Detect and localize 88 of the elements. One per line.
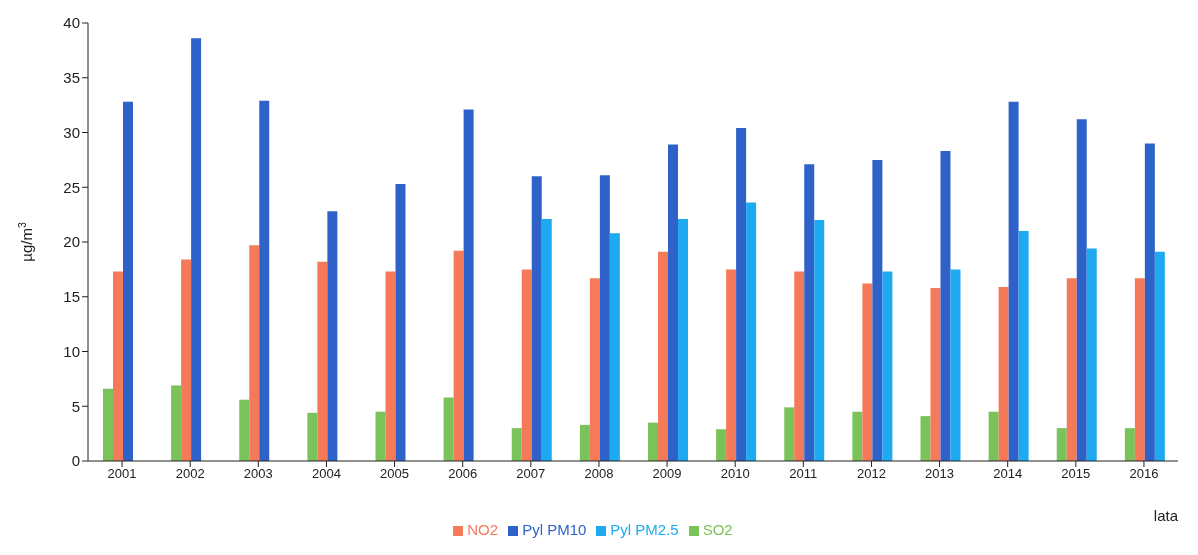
legend-label: Pyl PM2.5 <box>610 521 679 538</box>
bar <box>1066 278 1077 461</box>
bar <box>667 144 678 461</box>
bar <box>102 388 113 461</box>
x-tick-label: 2011 <box>789 466 818 482</box>
bar <box>589 278 600 461</box>
bar <box>609 233 620 461</box>
x-tick-label: 2010 <box>720 466 750 482</box>
x-tick-label: 2009 <box>652 466 682 482</box>
bar <box>511 428 522 461</box>
bar <box>191 38 202 461</box>
bar <box>950 269 961 461</box>
x-tick-label: 2003 <box>243 466 273 482</box>
bar <box>122 101 133 461</box>
x-tick-label: 2016 <box>1129 466 1159 482</box>
bar <box>940 151 951 461</box>
x-tick-label: 2006 <box>448 466 478 482</box>
bar <box>1086 248 1097 461</box>
bar <box>453 250 464 461</box>
x-tick-label: 2001 <box>107 466 137 482</box>
bar <box>579 424 590 461</box>
bar <box>736 128 747 461</box>
bar <box>327 211 338 461</box>
bar <box>930 287 941 461</box>
bar <box>1008 101 1019 461</box>
bar <box>882 271 893 461</box>
bar <box>794 271 805 461</box>
y-tick-label: 20 <box>63 233 80 251</box>
legend-label: NO2 <box>467 521 499 538</box>
x-tick-label: 2012 <box>856 466 886 482</box>
bar <box>872 159 883 461</box>
x-tick-label: 2015 <box>1061 466 1091 482</box>
x-tick-label: 2005 <box>380 466 410 482</box>
bar <box>677 219 688 461</box>
y-tick-label: 0 <box>71 452 80 470</box>
bar <box>998 286 1009 461</box>
bar <box>814 220 825 461</box>
bar <box>1056 428 1067 461</box>
y-tick-label: 10 <box>63 342 80 360</box>
bar <box>443 397 454 461</box>
y-tick-label: 40 <box>63 14 80 32</box>
bar <box>1144 143 1155 461</box>
y-tick-label: 35 <box>63 69 80 87</box>
x-tick-label: 2007 <box>516 466 546 482</box>
bar <box>463 109 474 461</box>
bar <box>171 385 182 461</box>
bar <box>1154 251 1165 461</box>
x-tick-label: 2002 <box>175 466 205 482</box>
bar <box>1018 231 1029 461</box>
bar <box>1076 119 1087 461</box>
bar <box>317 261 328 461</box>
bar <box>112 271 123 461</box>
bar <box>746 202 757 461</box>
y-tick-label: 15 <box>63 288 80 306</box>
bar <box>988 411 999 461</box>
x-tick-label: 2013 <box>925 466 955 482</box>
bar <box>852 411 863 461</box>
x-tick-label: 2008 <box>584 466 614 482</box>
bar <box>716 429 727 461</box>
x-tick-label: 2004 <box>311 466 341 482</box>
bar <box>375 411 386 461</box>
bar <box>541 219 552 461</box>
bar <box>259 100 270 461</box>
bar <box>920 416 931 461</box>
bar <box>395 183 406 461</box>
bar <box>531 176 542 461</box>
legend-label: Pyl PM10 <box>522 521 587 538</box>
legend-label: SO2 <box>702 521 733 538</box>
bar <box>647 422 658 461</box>
bar <box>385 271 396 461</box>
bar <box>239 399 250 461</box>
bar <box>249 245 260 461</box>
bar <box>657 251 668 461</box>
y-tick-label: 25 <box>63 178 80 196</box>
bar <box>1134 278 1145 461</box>
y-tick-label: 30 <box>63 123 80 141</box>
y-tick-label: 5 <box>71 397 80 415</box>
bar <box>726 269 737 461</box>
bar <box>599 175 610 461</box>
x-axis-title: lata <box>1153 507 1179 524</box>
bar <box>804 164 815 461</box>
bar <box>862 283 873 461</box>
bar <box>1124 428 1135 461</box>
bar <box>521 269 532 461</box>
bar <box>307 412 318 461</box>
bar <box>181 259 192 461</box>
bar <box>784 407 795 461</box>
x-tick-label: 2014 <box>993 466 1023 482</box>
